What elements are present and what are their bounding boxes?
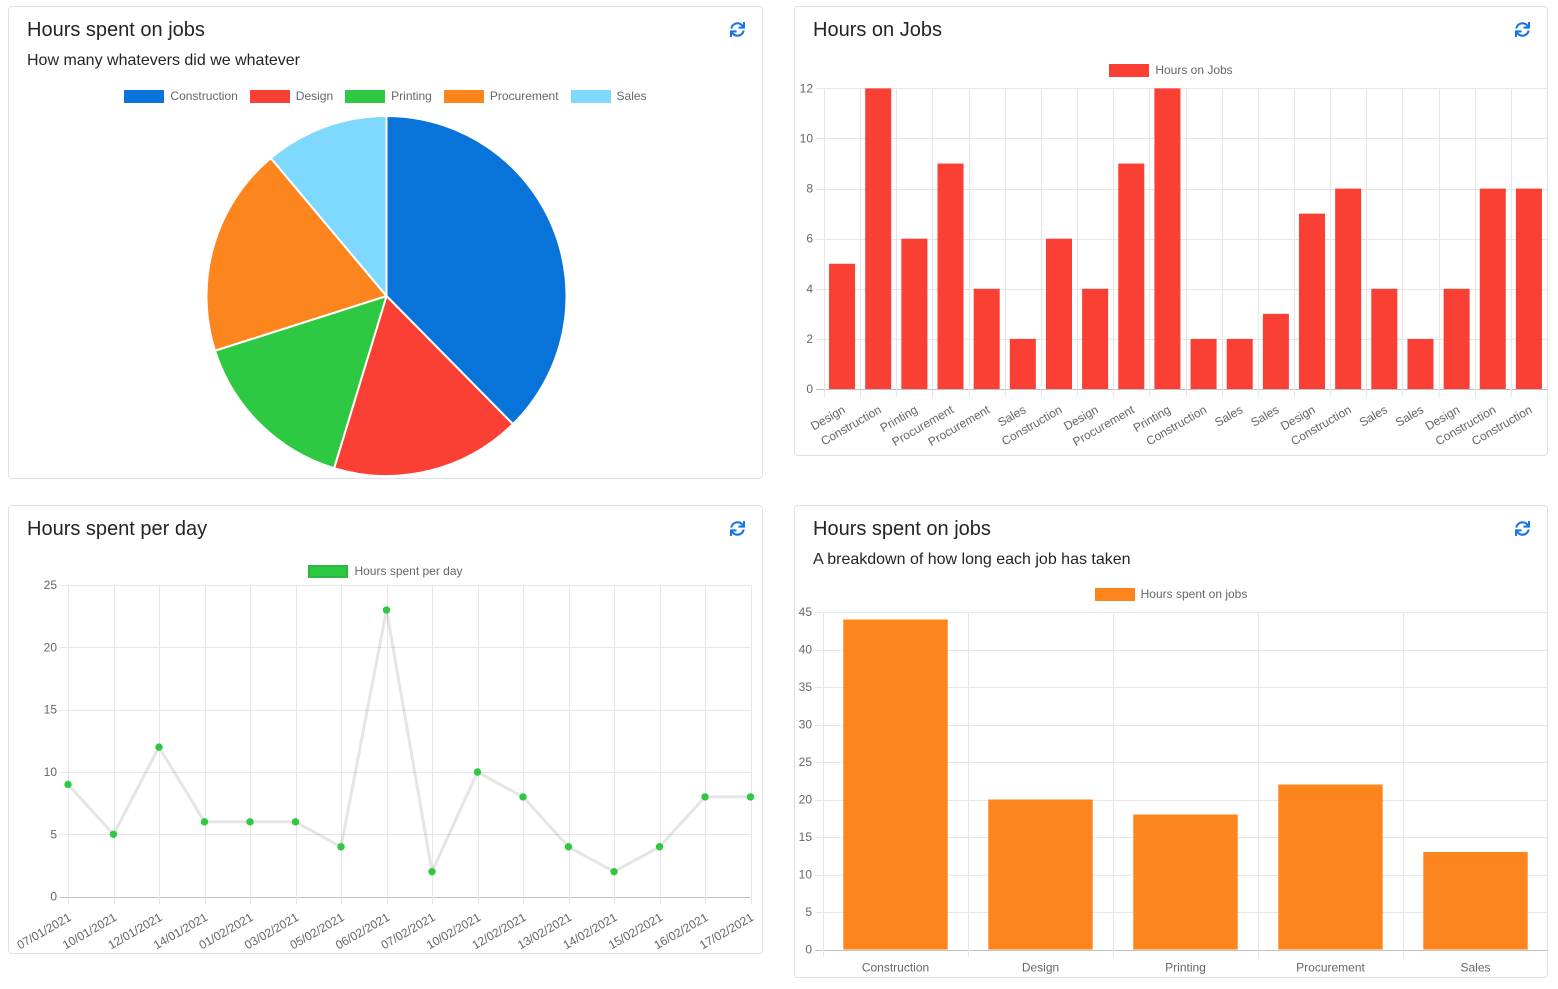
refresh-icon [730, 521, 745, 536]
svg-text:35: 35 [799, 680, 813, 694]
card-title: Hours spent on jobs [813, 518, 991, 540]
svg-text:45: 45 [799, 605, 813, 619]
legend-item-hours-spent-per-day[interactable]: Hours spent per day [308, 563, 463, 578]
svg-text:8: 8 [806, 182, 813, 196]
svg-text:Design: Design [1022, 961, 1059, 975]
svg-text:Sales: Sales [1357, 402, 1390, 429]
svg-text:0: 0 [805, 943, 812, 957]
legend-swatch [124, 89, 165, 103]
legend-label: Sales [616, 88, 647, 103]
card-hours-spent-on-jobs-pie: Hours spent on jobs How many whatevers d… [8, 6, 763, 479]
legend-swatch [443, 89, 484, 103]
svg-text:15: 15 [799, 830, 813, 844]
card-hours-spent-on-jobs-bar: Hours spent on jobs A breakdown of how l… [794, 505, 1548, 978]
pie-chart[interactable] [9, 7, 762, 478]
refresh-icon [730, 22, 745, 37]
svg-text:Sales: Sales [1248, 402, 1281, 429]
svg-text:5: 5 [50, 827, 57, 841]
refresh-icon [1515, 22, 1530, 37]
svg-text:0: 0 [806, 382, 813, 396]
legend-item-sales[interactable]: Sales [570, 88, 647, 103]
svg-text:Sales: Sales [1460, 961, 1490, 975]
svg-text:Sales: Sales [1212, 402, 1245, 429]
svg-text:15: 15 [44, 703, 58, 717]
legend-item-design[interactable]: Design [249, 88, 334, 103]
chart-legend: Hours spent on jobs [795, 588, 1547, 601]
legend-label: Printing [391, 88, 432, 103]
card-hours-on-jobs-bar: Hours on Jobs Hours on Jobs 0 2 4 6 8 10 12 Des… [794, 6, 1548, 456]
legend-swatch [570, 89, 611, 103]
refresh-button[interactable] [730, 521, 745, 536]
svg-text:10: 10 [799, 868, 813, 882]
legend-label: Design [295, 88, 334, 103]
legend-label: Hours spent on jobs [1140, 587, 1248, 601]
svg-text:0: 0 [50, 890, 57, 904]
svg-text:2: 2 [806, 332, 813, 346]
svg-text:20: 20 [44, 640, 58, 654]
svg-text:4: 4 [806, 282, 813, 296]
hours-per-day-line-chart[interactable]: 051015202507/01/202110/01/202112/01/2021… [9, 506, 762, 953]
refresh-button[interactable] [1515, 22, 1530, 37]
legend-item-printing[interactable]: Printing [345, 88, 432, 103]
svg-text:40: 40 [799, 643, 813, 657]
legend-label: Construction [170, 88, 238, 103]
svg-text:Construction: Construction [862, 961, 929, 975]
legend-item-hours-on-jobs[interactable]: Hours on Jobs [1109, 63, 1233, 77]
card-title: Hours on Jobs [813, 19, 942, 41]
svg-text:12: 12 [800, 81, 814, 95]
hours-spent-on-jobs-bar-chart[interactable]: 0 5 10 15 20 25 30 35 40 45 Construction Design Prin… [795, 506, 1547, 977]
chart-legend: Construction Design Printing Procurement Sal… [9, 88, 762, 103]
legend-item-construction[interactable]: Construction [124, 88, 238, 103]
card-subtitle: How many whatevers did we whatever [27, 52, 301, 69]
svg-text:Sales: Sales [1393, 402, 1426, 429]
legend-label: Hours on Jobs [1155, 63, 1233, 77]
card-hours-spent-per-day-line: Hours spent per day Hours spent per day … [8, 505, 763, 954]
legend-label: Procurement [489, 88, 559, 103]
legend-swatch [1094, 588, 1135, 601]
svg-text:6: 6 [806, 232, 813, 246]
svg-text:10: 10 [800, 132, 814, 146]
svg-text:30: 30 [799, 718, 813, 732]
legend-swatch [1109, 64, 1150, 77]
legend-swatch [345, 89, 386, 103]
refresh-button[interactable] [1515, 521, 1530, 536]
svg-text:20: 20 [799, 793, 813, 807]
hours-on-jobs-bar-chart[interactable]: 024681012DesignConstructionPrintingProcu… [795, 7, 1547, 455]
svg-text:10: 10 [44, 765, 58, 779]
chart-legend: Hours on Jobs [795, 64, 1547, 77]
svg-text:Printing: Printing [1165, 961, 1206, 975]
chart-legend: Hours spent per day [9, 563, 762, 578]
svg-text:Procurement: Procurement [1296, 961, 1365, 975]
legend-label: Hours spent per day [354, 563, 463, 578]
card-subtitle: A breakdown of how long each job has tak… [813, 551, 1131, 568]
svg-text:25: 25 [44, 578, 58, 592]
card-title: Hours spent on jobs [27, 19, 205, 41]
legend-item-procurement[interactable]: Procurement [443, 88, 559, 103]
legend-swatch [249, 89, 290, 103]
legend-swatch [308, 564, 349, 578]
svg-text:5: 5 [805, 905, 812, 919]
refresh-icon [1515, 521, 1530, 536]
svg-text:25: 25 [799, 755, 813, 769]
card-title: Hours spent per day [27, 518, 208, 540]
legend-item-hours-spent-on-jobs[interactable]: Hours spent on jobs [1094, 587, 1248, 601]
refresh-button[interactable] [730, 22, 745, 37]
